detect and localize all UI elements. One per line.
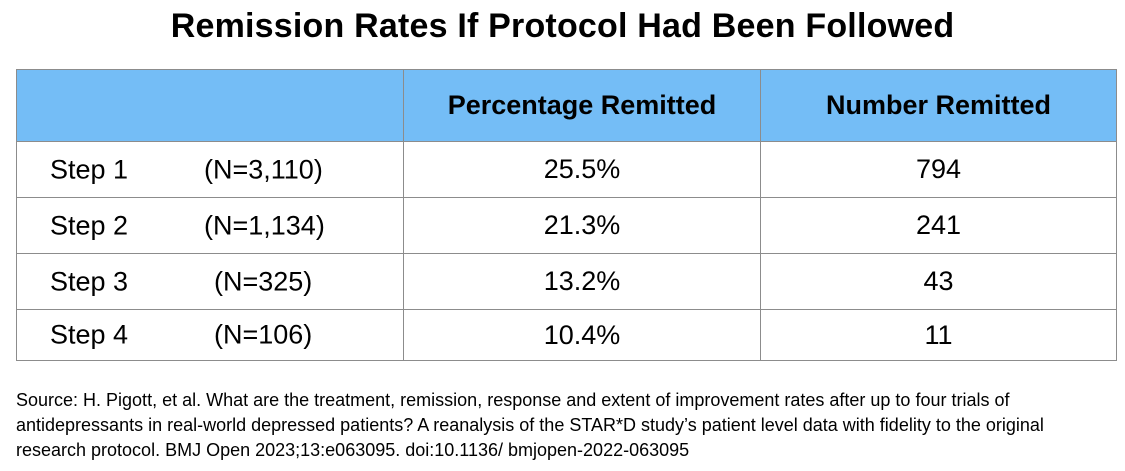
step-cell: Step 4 (N=106) — [16, 309, 404, 361]
number-cell: 11 — [760, 309, 1117, 361]
sample-size: (N=106) — [214, 319, 313, 350]
number-cell: 241 — [760, 197, 1117, 254]
step-label: Step 4 — [50, 319, 129, 350]
percentage-cell: 13.2% — [403, 253, 761, 310]
step-label: Step 2 — [50, 210, 129, 240]
table-header-row: Percentage Remitted Number Remitted — [16, 69, 1117, 142]
source-citation: Source: H. Pigott, et al. What are the t… — [16, 390, 1044, 460]
number-cell: 43 — [760, 253, 1117, 310]
sample-size: (N=325) — [214, 266, 313, 296]
header-number-remitted: Number Remitted — [760, 69, 1117, 142]
step-label: Step 3 — [50, 266, 129, 296]
step-cell: Step 1 (N=3,110) — [16, 141, 404, 198]
step-cell: Step 3 (N=325) — [16, 253, 404, 310]
table-row: Step 3 (N=325) 13.2% 43 — [16, 253, 1117, 310]
step-cell: Step 2 (N=1,134) — [16, 197, 404, 254]
page-title: Remission Rates If Protocol Had Been Fol… — [170, 7, 955, 45]
percentage-cell: 21.3% — [403, 197, 761, 254]
sample-size: (N=3,110) — [204, 154, 323, 184]
percentage-cell: 10.4% — [403, 309, 761, 361]
table-row: Step 4 (N=106) 10.4% 11 — [16, 309, 1117, 361]
sample-size: (N=1,134) — [204, 210, 325, 240]
remission-table: Percentage Remitted Number Remitted Step… — [16, 69, 1117, 361]
number-cell: 794 — [760, 141, 1117, 198]
step-label: Step 1 — [50, 154, 129, 184]
table-row: Step 1 (N=3,110) 25.5% 794 — [16, 141, 1117, 198]
header-step — [16, 69, 404, 142]
table-row: Step 2 (N=1,134) 21.3% 241 — [16, 197, 1117, 254]
percentage-cell: 25.5% — [403, 141, 761, 198]
header-percentage-remitted: Percentage Remitted — [403, 69, 761, 142]
